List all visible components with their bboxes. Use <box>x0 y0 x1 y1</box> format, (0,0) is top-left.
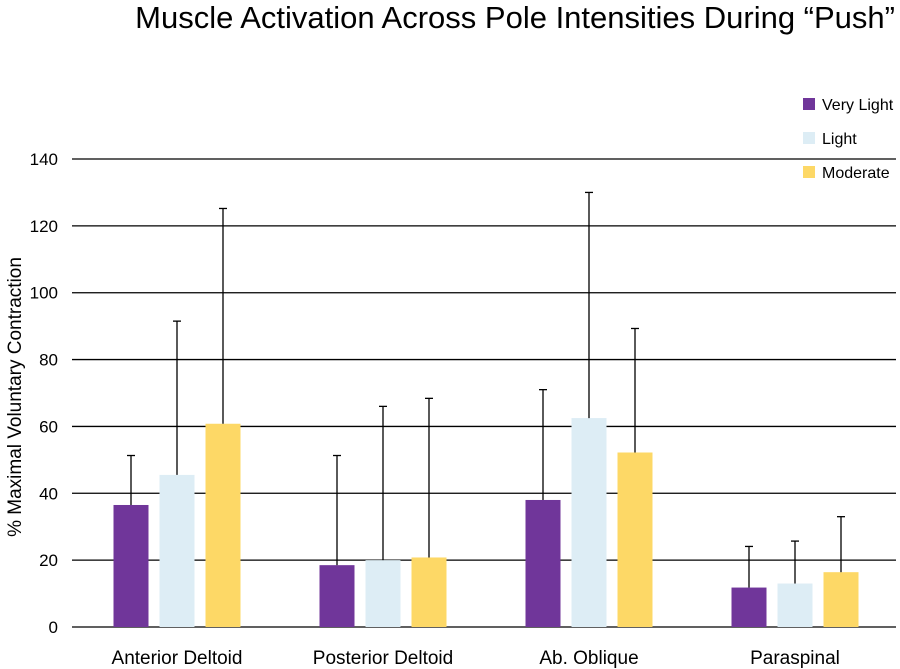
y-tick-label: 140 <box>30 150 58 169</box>
x-tick-label: Posterior Deltoid <box>313 648 453 669</box>
bar <box>159 474 195 627</box>
y-tick-label: 60 <box>39 417 58 436</box>
bar <box>731 587 767 627</box>
legend-swatch <box>803 166 815 178</box>
bar <box>571 418 607 627</box>
y-tick-label: 80 <box>39 351 58 370</box>
y-tick-label: 20 <box>39 551 58 570</box>
bar <box>205 423 241 627</box>
chart-title: Muscle Activation Across Pole Intensitie… <box>135 0 895 35</box>
bar <box>319 565 355 627</box>
x-tick-label: Anterior Deltoid <box>112 648 243 669</box>
bar <box>365 560 401 627</box>
y-tick-label: 120 <box>30 217 58 236</box>
gridlines <box>72 158 896 628</box>
bar <box>617 452 653 627</box>
y-tick-label: 0 <box>49 618 58 637</box>
y-tick-label: 100 <box>30 284 58 303</box>
bar <box>525 499 561 627</box>
x-tick-label: Ab. Oblique <box>539 648 638 669</box>
legend-swatch <box>803 98 815 110</box>
bar <box>777 583 813 627</box>
legend-label: Moderate <box>822 165 890 182</box>
bar <box>411 557 447 627</box>
legend-swatch <box>803 132 815 144</box>
x-tick-label: Paraspinal <box>750 648 840 669</box>
legend-label: Light <box>822 131 857 148</box>
bar <box>113 504 149 627</box>
y-tick-label: 40 <box>39 484 58 503</box>
legend-label: Very Light <box>822 97 894 114</box>
bar <box>823 572 859 627</box>
